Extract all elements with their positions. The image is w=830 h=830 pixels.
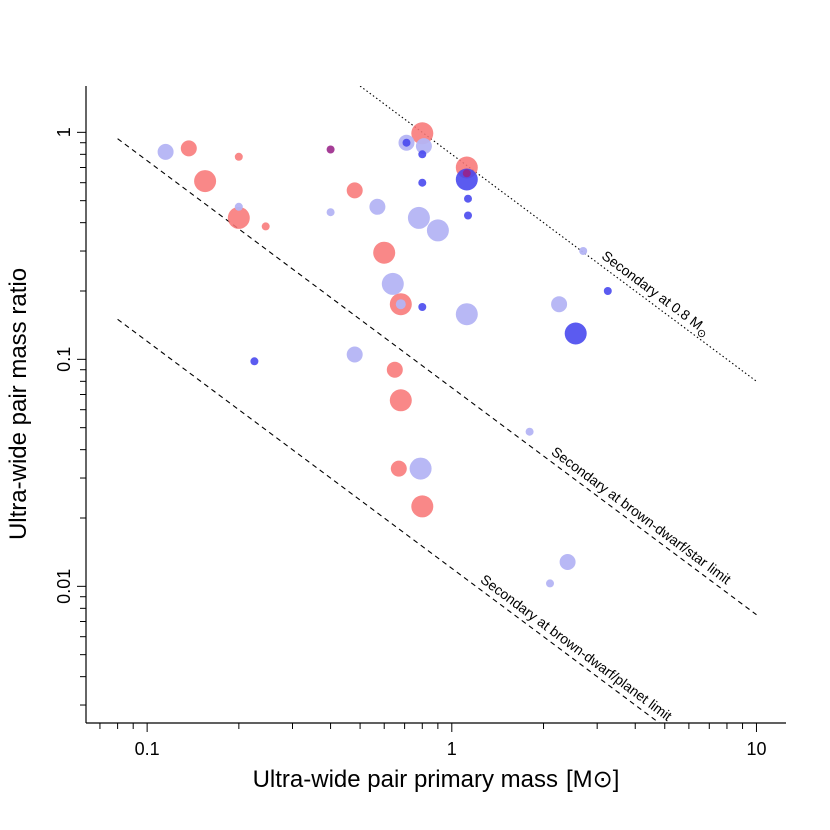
- data-point: [180, 140, 197, 157]
- data-point: [564, 322, 587, 345]
- data-point: [373, 241, 396, 264]
- series-light-blue: [157, 134, 588, 588]
- data-point: [559, 554, 576, 570]
- y-tick-label: 0.1: [54, 347, 74, 372]
- data-point: [464, 211, 472, 220]
- data-point: [250, 357, 259, 366]
- data-point: [546, 579, 554, 588]
- reference-line-label-text: Secondary at 0.8 M: [599, 247, 706, 332]
- data-point: [326, 145, 335, 154]
- data-point: [411, 495, 434, 518]
- data-point: [261, 222, 270, 231]
- data-point: [418, 178, 427, 187]
- axes: [85, 86, 786, 724]
- y-tick-label: 0.01: [54, 569, 74, 604]
- y-axis-ticks: 0.01 0.1 1: [54, 127, 86, 706]
- data-point: [227, 206, 250, 229]
- x-axis-title: Ultra-wide pair primary mass [M⊙]: [253, 766, 620, 793]
- data-point: [389, 389, 412, 412]
- data-point: [369, 198, 386, 215]
- x-tick-label: 10: [746, 739, 766, 759]
- reference-line-label-3: Secondary at brown-dwarf/planet limit: [478, 571, 675, 724]
- data-point: [346, 346, 363, 363]
- data-point: [157, 143, 174, 160]
- data-point: [603, 287, 612, 295]
- x-axis-ticks: 0.1 1 10: [99, 723, 766, 759]
- data-point: [462, 169, 471, 178]
- reference-line-label-text: Secondary at brown-dwarf/star limit: [549, 443, 735, 587]
- y-axis-title: Ultra-wide pair mass ratio: [5, 268, 32, 540]
- reference-line-labels: Secondary at 0.8 M⊙ Secondary at brown-dw…: [478, 247, 734, 724]
- x-axis-title-unit: [M⊙]: [566, 766, 619, 793]
- data-point: [234, 202, 243, 211]
- data-points: [157, 122, 612, 588]
- series-red: [180, 122, 478, 518]
- reference-line-3: [117, 318, 661, 723]
- data-point: [525, 427, 534, 436]
- data-point: [409, 457, 432, 480]
- data-point: [386, 361, 403, 378]
- x-axis-title-text: Ultra-wide pair primary mass: [253, 766, 558, 793]
- data-point: [381, 272, 404, 295]
- reference-line-label-text: Secondary at brown-dwarf/planet limit: [478, 571, 675, 724]
- data-point: [402, 138, 411, 147]
- x-tick-label: 1: [447, 739, 457, 759]
- data-point: [415, 138, 432, 155]
- x-tick-label: 0.1: [135, 739, 160, 759]
- reference-line-2: [117, 138, 757, 616]
- data-point: [395, 299, 406, 310]
- data-point: [346, 182, 363, 199]
- data-point: [455, 168, 478, 191]
- data-point: [579, 247, 588, 255]
- reference-line-label-1: Secondary at 0.8 M⊙: [597, 247, 714, 341]
- data-point: [194, 170, 217, 193]
- data-point: [234, 152, 243, 161]
- data-point: [464, 194, 472, 203]
- data-point: [411, 122, 434, 145]
- data-point: [390, 460, 407, 477]
- reference-lines: [117, 86, 757, 723]
- data-point: [551, 296, 568, 313]
- y-tick-label: 1: [54, 127, 74, 137]
- data-point: [326, 208, 335, 217]
- data-point: [418, 303, 427, 311]
- data-point: [426, 219, 449, 242]
- data-point: [418, 150, 427, 159]
- data-point: [455, 303, 478, 326]
- series-purple: [326, 145, 471, 178]
- series-blue: [250, 138, 612, 366]
- data-point: [407, 206, 430, 229]
- reference-line-label-2: Secondary at brown-dwarf/star limit: [549, 443, 735, 587]
